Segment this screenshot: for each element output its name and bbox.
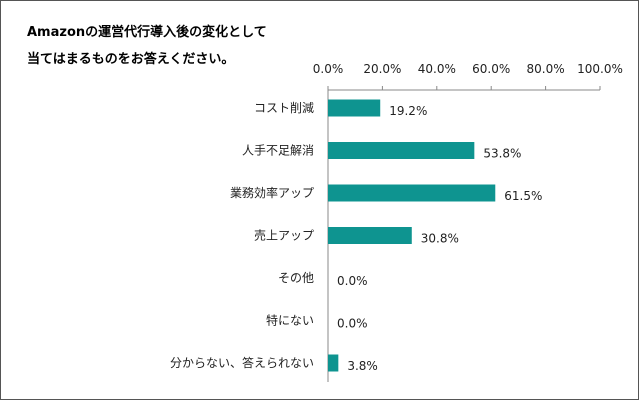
x-tick-label: 0.0% (313, 62, 344, 76)
category-labels: コスト削減人手不足解消業務効率アップ売上アップその他特にない分からない、答えられ… (170, 100, 314, 370)
bar (328, 227, 412, 244)
bars (328, 99, 496, 372)
data-label: 3.8% (347, 359, 378, 373)
category-label: 特にない (266, 313, 314, 328)
category-label: 業務効率アップ (230, 185, 314, 200)
bar (328, 99, 381, 117)
x-tick-label: 20.0% (363, 62, 401, 76)
bar (328, 142, 475, 159)
bar (328, 354, 339, 372)
category-label: 売上アップ (254, 228, 314, 243)
x-tick-label: 40.0% (418, 62, 456, 76)
x-axis: 0.0% 20.0% 40.0% 60.0% 80.0% 100.0% (313, 62, 623, 91)
x-tick-label: 100.0% (577, 62, 623, 76)
chart-title: Amazonの運営代行導入後の変化として 当てはまるものをお答えください。 (27, 19, 267, 73)
value-labels: 19.2% 53.8% 61.5% 30.8% 0.0% 0.0% 3.8% (337, 104, 542, 373)
data-label: 30.8% (421, 232, 459, 246)
x-tick-label: 80.0% (527, 62, 565, 76)
data-label: 0.0% (337, 274, 368, 288)
bar (328, 184, 496, 202)
x-tick-label: 60.0% (472, 62, 510, 76)
category-label: 分からない、答えられない (170, 355, 314, 370)
chart-title-line-2: 当てはまるものをお答えください。 (27, 52, 235, 67)
category-label: 人手不足解消 (242, 144, 314, 158)
category-label: その他 (278, 271, 314, 285)
data-label: 53.8% (483, 147, 521, 161)
chart-title-line-1: Amazonの運営代行導入後の変化として (27, 25, 267, 40)
data-label: 0.0% (337, 317, 368, 331)
data-label: 61.5% (504, 189, 542, 203)
data-label: 19.2% (389, 104, 427, 118)
category-label: コスト削減 (254, 100, 314, 115)
